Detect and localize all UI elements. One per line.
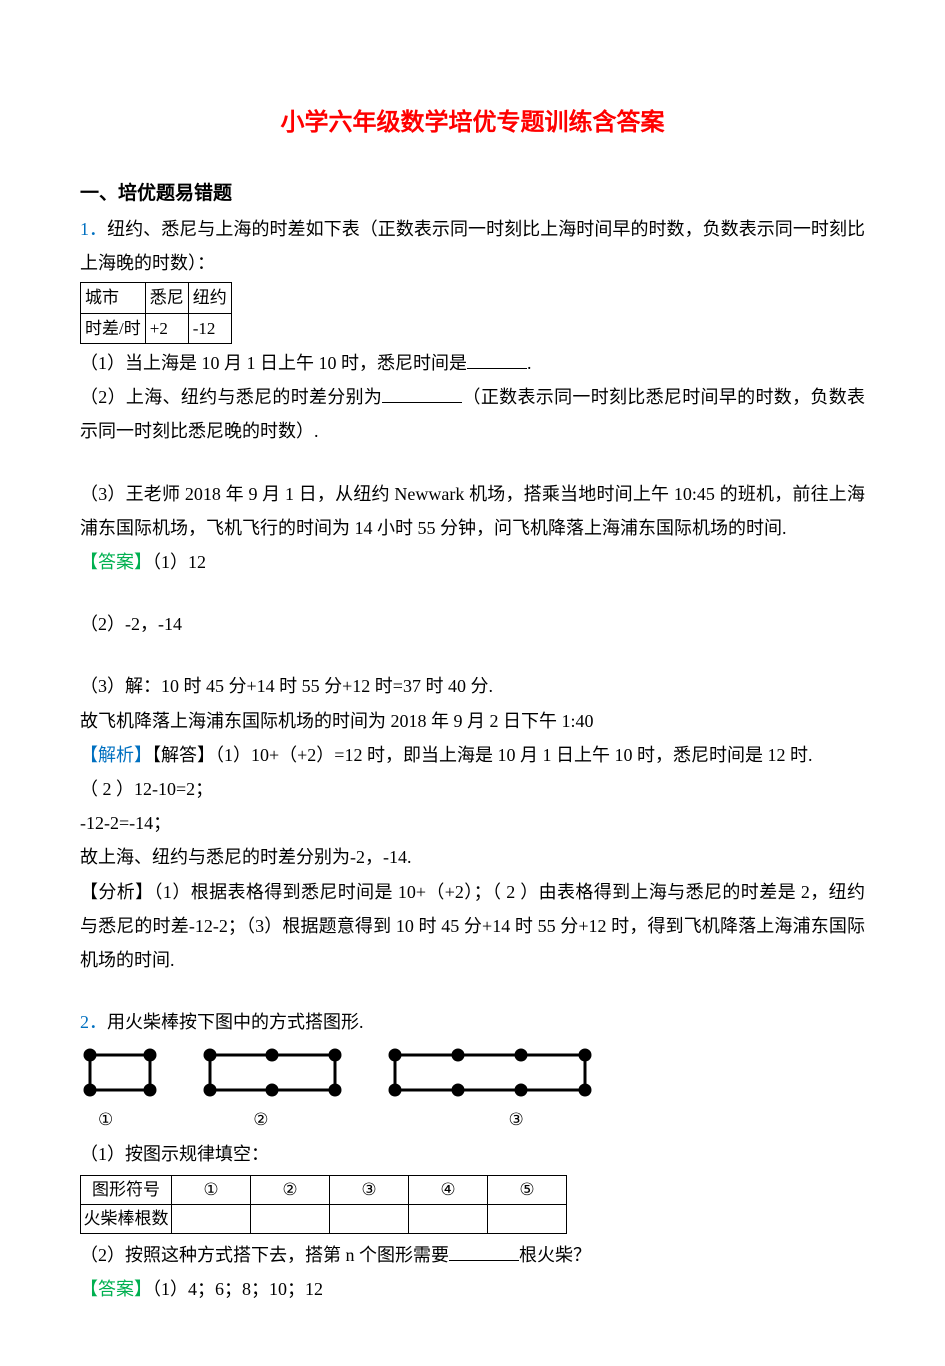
table-row: 时差/时 +2 -12: [81, 313, 232, 344]
table-cell: [409, 1204, 488, 1233]
q2-sub2: （2）按照这种方式搭下去，搭第 n 个图形需要 根火柴？: [80, 1238, 865, 1272]
q1-sub2: （2）上海、纽约与悉尼的时差分别为（正数表示同一时刻比悉尼时间早的时数，负数表示…: [80, 380, 865, 448]
answer-tag: 【答案】: [80, 552, 152, 572]
spacer: [80, 579, 865, 607]
q2-sub2-a: （2）按照这种方式搭下去，搭第 n 个图形需要: [80, 1245, 449, 1265]
table-cell: [251, 1204, 330, 1233]
table-row: 城市 悉尼 纽约: [81, 283, 232, 314]
q1-fenxi: 【分析】（1）根据表格得到悉尼时间是 10+（+2）；（ 2 ）由表格得到上海与…: [80, 875, 865, 978]
q1-sub3: （3）王老师 2018 年 9 月 1 日，从纽约 Newwark 机场，搭乘当…: [80, 477, 865, 545]
q1-answer-3a: （3）解：10 时 45 分+14 时 55 分+12 时=37 时 40 分.: [80, 669, 865, 703]
answer-tag: 【答案】: [80, 1279, 152, 1299]
table-cell: ②: [251, 1175, 330, 1204]
spacer: [80, 641, 865, 669]
q1-stem: 1．纽约、悉尼与上海的时差如下表（正数表示同一时刻比上海时间早的时数，负数表示同…: [80, 212, 865, 280]
table-cell: -12: [188, 313, 231, 344]
figure-2: [200, 1045, 345, 1100]
blank: [449, 1244, 519, 1261]
figure-1: [80, 1045, 160, 1100]
blank: [467, 352, 527, 369]
answer-text: （1）4；6；8；10；12: [152, 1279, 323, 1299]
table-row: 火柴棒根数: [81, 1204, 567, 1233]
q1-analysis-b: （ 2 ）12-10=2；: [80, 772, 865, 806]
table-cell: ⑤: [488, 1175, 567, 1204]
answer-text: （1）12: [152, 552, 206, 572]
symbol-table: 图形符号 ① ② ③ ④ ⑤ 火柴棒根数: [80, 1175, 567, 1234]
q1-analysis-c: -12-2=-14；: [80, 806, 865, 840]
q1-answer-3b: 故飞机降落上海浦东国际机场的时间为 2018 年 9 月 2 日下午 1:40: [80, 704, 865, 738]
table-cell: 悉尼: [145, 283, 188, 314]
figure-3: [385, 1045, 595, 1100]
table-cell: [488, 1204, 567, 1233]
spacer: [80, 977, 865, 1005]
table-cell: ③: [330, 1175, 409, 1204]
section-heading: 一、培优题易错题: [80, 176, 865, 212]
figure-label-3: ③: [509, 1104, 524, 1136]
q2-stem-text: 用火柴棒按下图中的方式搭图形.: [107, 1012, 364, 1032]
page-title: 小学六年级数学培优专题训练含答案: [80, 100, 865, 146]
figure-labels: ① ② ③: [98, 1104, 865, 1136]
matchstick-figures: [80, 1045, 865, 1100]
q1-answer-2: （2）-2，-14: [80, 607, 865, 641]
table-cell: [172, 1204, 251, 1233]
q2-stem: 2．用火柴棒按下图中的方式搭图形.: [80, 1005, 865, 1039]
figure-label-2: ②: [253, 1104, 268, 1136]
blank: [382, 386, 462, 403]
q2-number: 2．: [80, 1012, 107, 1032]
fenxi-text: （1）根据表格得到悉尼时间是 10+（+2）；（ 2 ）由表格得到上海与悉尼的时…: [80, 882, 865, 970]
q1-answer-1: 【答案】（1）12: [80, 545, 865, 579]
q2-answer: 【答案】（1）4；6；8；10；12: [80, 1272, 865, 1306]
timezone-table: 城市 悉尼 纽约 时差/时 +2 -12: [80, 282, 232, 344]
table-cell: +2: [145, 313, 188, 344]
figure-label-1: ①: [98, 1104, 113, 1136]
analysis-text: 【解答】（1）10+（+2）=12 时，即当上海是 10 月 1 日上午 10 …: [152, 745, 812, 765]
spacer: [80, 449, 865, 477]
table-cell: ④: [409, 1175, 488, 1204]
page: 小学六年级数学培优专题训练含答案 一、培优题易错题 1．纽约、悉尼与上海的时差如…: [0, 0, 945, 1366]
table-cell: 纽约: [188, 283, 231, 314]
table-row: 图形符号 ① ② ③ ④ ⑤: [81, 1175, 567, 1204]
q2-sub2-b: 根火柴？: [519, 1245, 591, 1265]
table-cell: 城市: [81, 283, 146, 314]
q1-number: 1．: [80, 219, 107, 239]
analysis-tag: 【解析】: [80, 745, 152, 765]
q1-sub1: （1）当上海是 10 月 1 日上午 10 时，悉尼时间是.: [80, 346, 865, 380]
q1-analysis-a: 【解析】【解答】（1）10+（+2）=12 时，即当上海是 10 月 1 日上午…: [80, 738, 865, 772]
fenxi-tag: 【分析】: [80, 882, 154, 902]
q2-sub1: （1）按图示规律填空：: [80, 1137, 865, 1171]
table-cell: 火柴棒根数: [81, 1204, 172, 1233]
table-cell: 图形符号: [81, 1175, 172, 1204]
table-cell: ①: [172, 1175, 251, 1204]
q1-stem-text: 纽约、悉尼与上海的时差如下表（正数表示同一时刻比上海时间早的时数，负数表示同一时…: [80, 219, 865, 273]
table-cell: [330, 1204, 409, 1233]
table-cell: 时差/时: [81, 313, 146, 344]
q1-analysis-d: 故上海、纽约与悉尼的时差分别为-2，-14.: [80, 840, 865, 874]
